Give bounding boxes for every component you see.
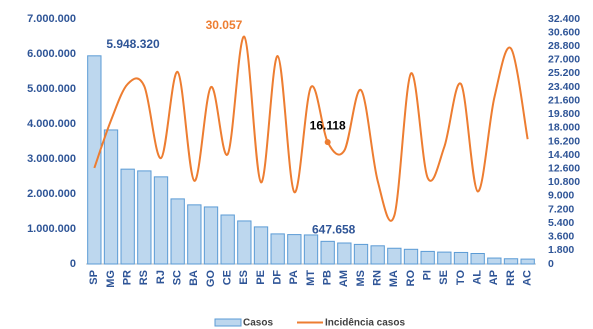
y-tick-label: 3.000.000 [27, 153, 76, 165]
bar [303, 234, 319, 265]
x-tick-label: MS [355, 270, 367, 287]
bar [203, 206, 219, 265]
bar [370, 245, 385, 265]
x-tick-label: PI [422, 270, 434, 280]
y-tick-label: 5.000.000 [27, 83, 76, 95]
x-tick-label: AL [472, 270, 484, 285]
x-tick-label: GO [205, 270, 217, 288]
y2-tick-label: 32.400 [548, 13, 580, 25]
bar [270, 233, 285, 265]
y2-tick-label: 9.000 [548, 190, 574, 202]
x-tick-label: SP [88, 270, 100, 285]
x-tick-label: MT [305, 270, 317, 286]
x-tick-label: PB [322, 270, 334, 285]
x-tick-label: RS [138, 270, 150, 285]
data-label: 5.948.320 [106, 37, 160, 51]
x-tick-label: AC [522, 270, 534, 286]
bar [237, 220, 252, 265]
data-label: 16.118 [310, 118, 346, 132]
y-tick-label: 0 [70, 258, 76, 270]
bar [87, 55, 102, 265]
data-label: 647.658 [312, 223, 356, 237]
y2-tick-label: 27.000 [548, 54, 580, 66]
x-tick-label: AM [338, 270, 350, 287]
bar [287, 234, 302, 265]
bar [120, 168, 135, 265]
y-tick-label: 1.000.000 [27, 223, 76, 235]
data-label: 30.057 [206, 18, 243, 32]
bar [353, 243, 369, 265]
x-tick-label: ES [238, 270, 250, 285]
x-tick-label: RJ [155, 270, 167, 284]
y2-tick-label: 3.600 [548, 231, 574, 243]
x-tick-label: RN [372, 270, 384, 286]
y2-tick-label: 1.800 [548, 244, 574, 256]
bar [403, 248, 419, 265]
y2-tick-label: 0 [548, 258, 554, 270]
x-tick-label: BA [188, 270, 200, 286]
legend-label: Incidência casos [325, 318, 405, 329]
y-tick-label: 7.000.000 [27, 13, 76, 25]
x-tick-label: PA [288, 270, 300, 285]
x-tick-label: RO [405, 270, 417, 287]
bar [387, 247, 402, 265]
y-tick-label: 6.000.000 [27, 48, 76, 60]
y2-tick-label: 16.200 [548, 135, 580, 147]
bar [470, 253, 485, 265]
bar [153, 176, 169, 265]
x-tick-label: MA [388, 270, 400, 287]
bar [487, 257, 502, 265]
marker [324, 139, 331, 146]
bar [220, 214, 235, 265]
bar [503, 258, 519, 265]
y2-tick-label: 18.000 [548, 122, 580, 134]
y2-tick-label: 21.600 [548, 94, 580, 106]
y2-tick-label: 25.200 [548, 67, 580, 79]
bar [420, 250, 435, 265]
y2-tick-label: 7.200 [548, 203, 574, 215]
bar [103, 129, 119, 265]
x-tick-label: RR [505, 270, 517, 286]
y2-tick-label: 19.800 [548, 108, 580, 120]
line [93, 35, 529, 222]
y2-tick-label: 14.400 [548, 149, 580, 161]
bar [453, 251, 469, 265]
legend-label: Casos [243, 318, 273, 329]
y-tick-label: 4.000.000 [27, 118, 76, 130]
x-tick-label: DF [272, 270, 284, 285]
bar [137, 170, 152, 265]
x-tick-label: PR [122, 270, 134, 285]
x-tick-label: CE [222, 270, 234, 285]
y2-tick-label: 30.600 [548, 26, 580, 38]
x-tick-label: PE [255, 270, 267, 285]
x-tick-label: SC [172, 270, 184, 285]
bar [520, 258, 535, 265]
legend-swatch [214, 318, 242, 327]
bar [187, 204, 202, 265]
x-tick-label: SE [438, 270, 450, 285]
y2-tick-label: 28.800 [548, 40, 580, 52]
x-tick-label: TO [455, 270, 467, 286]
bar [337, 242, 352, 265]
x-tick-label: AP [488, 270, 500, 285]
y-tick-label: 2.000.000 [27, 188, 76, 200]
bar [253, 226, 269, 265]
y2-tick-label: 12.600 [548, 163, 580, 175]
y2-tick-label: 23.400 [548, 81, 580, 93]
y2-tick-label: 10.800 [548, 176, 580, 188]
bar [320, 240, 335, 265]
x-tick-label: MG [105, 270, 117, 288]
y2-tick-label: 5.400 [548, 217, 574, 229]
bar [437, 251, 452, 265]
bar [170, 198, 185, 265]
